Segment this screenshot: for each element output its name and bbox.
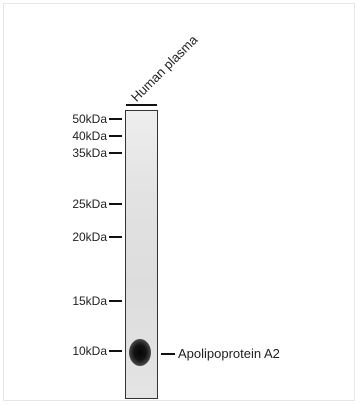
- marker-tick: [109, 236, 122, 238]
- blot-lane: [125, 110, 158, 399]
- marker-35kda: 35kDa: [72, 147, 122, 159]
- marker-label: 10kDa: [72, 344, 107, 358]
- marker-50kda: 50kDa: [72, 113, 122, 125]
- marker-10kda: 10kDa: [72, 345, 122, 357]
- marker-40kda: 40kDa: [72, 130, 122, 142]
- marker-label: 15kDa: [72, 294, 107, 308]
- marker-tick: [109, 203, 122, 205]
- marker-label: 20kDa: [72, 230, 107, 244]
- annotation-dash: [161, 352, 175, 355]
- marker-tick: [109, 300, 122, 302]
- marker-tick: [109, 118, 122, 120]
- lane-bar: [126, 104, 157, 106]
- marker-label: 50kDa: [72, 112, 107, 126]
- marker-tick: [109, 135, 122, 137]
- band-label: Apolipoprotein A2: [178, 346, 280, 361]
- band-annotation: Apolipoprotein A2: [161, 346, 280, 361]
- marker-tick: [109, 350, 122, 352]
- marker-20kda: 20kDa: [72, 231, 122, 243]
- marker-25kda: 25kDa: [72, 198, 122, 210]
- marker-label: 40kDa: [72, 129, 107, 143]
- marker-15kda: 15kDa: [72, 295, 122, 307]
- image-frame: [3, 3, 355, 401]
- marker-label: 25kDa: [72, 197, 107, 211]
- marker-label: 35kDa: [72, 146, 107, 160]
- marker-tick: [109, 152, 122, 154]
- protein-band: [129, 339, 151, 366]
